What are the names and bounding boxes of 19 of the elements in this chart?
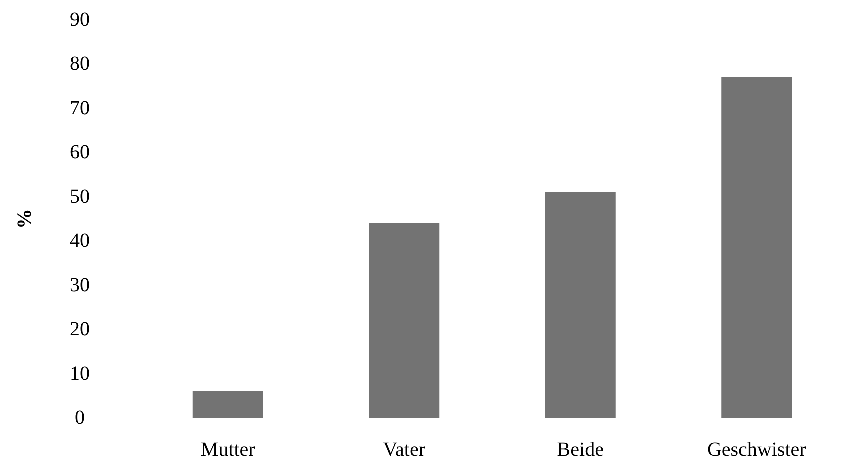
y-tick-label: 50 (70, 186, 90, 208)
y-tick-label: 40 (70, 230, 90, 252)
y-tick-label: 90 (70, 9, 90, 31)
y-tick-label: 80 (70, 53, 90, 76)
x-tick-label: Vater (383, 439, 426, 461)
y-tick-label: 0 (75, 407, 85, 429)
y-tick-label: 20 (70, 318, 90, 341)
x-tick-label: Mutter (200, 439, 256, 461)
y-tick-label: 30 (70, 274, 90, 296)
y-tick-label: 60 (70, 142, 90, 164)
y-tick-label: 70 (70, 97, 90, 120)
bar (722, 77, 792, 418)
y-axis-title: % (14, 209, 36, 229)
y-tick-label: 10 (70, 362, 90, 385)
x-tick-label: Beide (557, 439, 604, 461)
x-tick-label: Geschwister (707, 439, 807, 461)
bar (192, 391, 264, 418)
bar (545, 192, 616, 418)
bar (369, 223, 440, 418)
